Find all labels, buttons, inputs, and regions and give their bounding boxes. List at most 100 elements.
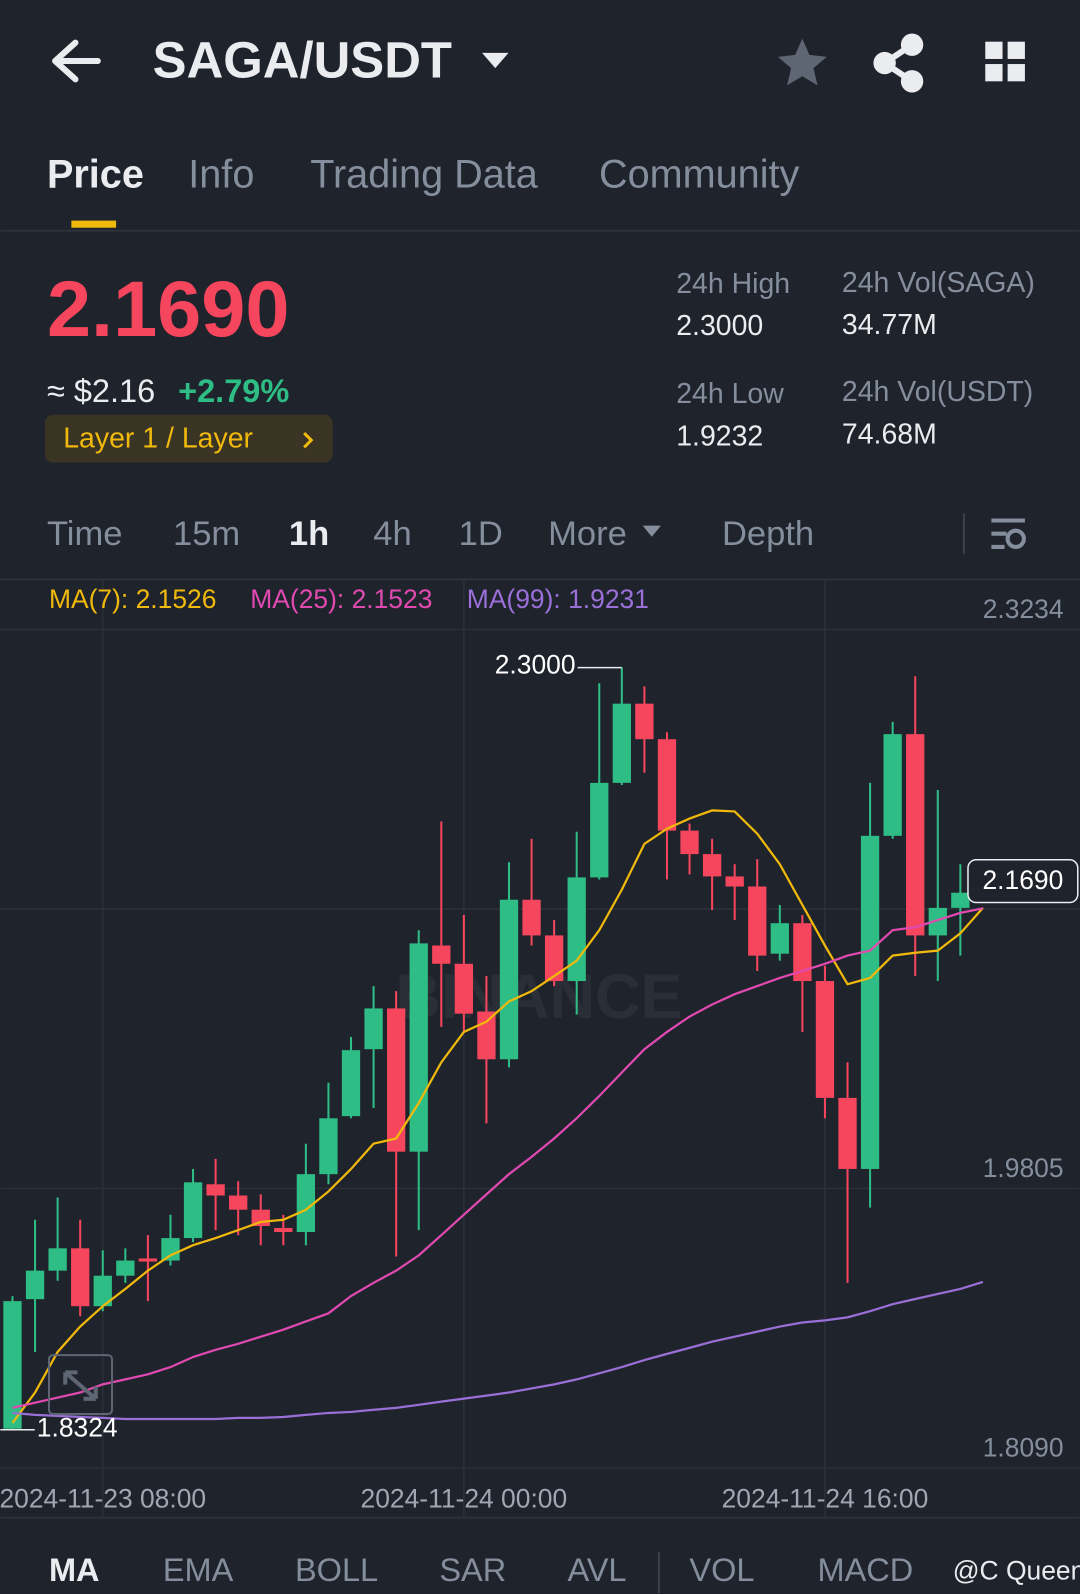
candle-body	[116, 1260, 135, 1276]
candle-body	[860, 835, 880, 1169]
candle-body	[3, 1301, 22, 1429]
candle-body	[296, 1174, 316, 1233]
stat-value: 74.68M	[842, 419, 937, 451]
candle-body	[612, 703, 631, 783]
candle-body	[387, 1008, 406, 1152]
legend-entry: MA(99): 1.9231	[467, 584, 649, 614]
candle-body	[657, 739, 677, 831]
candle-body	[206, 1184, 225, 1196]
category-tag[interactable]	[44, 414, 333, 463]
candle-body	[815, 981, 835, 1098]
tab[interactable]: Info	[188, 152, 254, 196]
legend-entry: MA(25): 2.1523	[250, 584, 432, 614]
candle-body	[477, 1011, 496, 1060]
candle-body	[702, 854, 722, 877]
last-price: 2.1690	[47, 264, 290, 353]
candle-body	[635, 703, 654, 740]
chart-settings-button[interactable]	[991, 518, 1026, 549]
indicator-option[interactable]: SAR	[439, 1552, 506, 1588]
y-tick-label: 1.9805	[983, 1153, 1064, 1183]
chevron	[303, 431, 314, 449]
candle-body	[183, 1182, 203, 1239]
credit-watermark: @C Queen	[953, 1556, 1080, 1586]
x-tick-label: 2024-11-24 00:00	[361, 1483, 568, 1513]
interval-option[interactable]: 15m	[173, 515, 240, 553]
candle-body	[409, 943, 428, 1152]
menu-grid-button[interactable]	[985, 41, 1025, 82]
back-button[interactable]	[52, 39, 101, 83]
moving-average-line	[12, 1280, 984, 1421]
favorite-button[interactable]	[777, 38, 827, 86]
candle-body	[161, 1238, 180, 1261]
candle-body	[793, 923, 812, 982]
x-tick-label: 2024-11-23 08:00	[0, 1483, 206, 1513]
category-tag-text[interactable]: Layer 1 / Layer	[63, 423, 253, 455]
indicator-option[interactable]: VOL	[689, 1552, 754, 1588]
candle-body	[770, 923, 789, 954]
candle-body	[590, 782, 609, 878]
candle-body	[906, 734, 925, 936]
last-price-label: 2.1690	[982, 865, 1063, 895]
candle-body	[725, 876, 744, 887]
interval-option[interactable]: 4h	[373, 515, 411, 553]
candle-body	[432, 945, 451, 964]
more-dropdown[interactable]	[642, 525, 661, 537]
interval-option[interactable]: 1D	[459, 515, 503, 553]
legend-entry: MA(7): 2.1526	[49, 584, 216, 614]
moving-average-line	[12, 907, 984, 1409]
candle-body	[883, 734, 902, 836]
candle-body	[951, 892, 970, 908]
y-tick-label: 1.8090	[983, 1433, 1064, 1463]
candlestick-chart: BINANCE2.32342.15191.98051.80902024-11-2…	[0, 579, 1080, 1518]
tab[interactable]: Price	[47, 152, 144, 196]
interval-option[interactable]: Depth	[722, 515, 814, 553]
price-change: +2.79%	[178, 373, 289, 409]
indicator-option[interactable]: MA	[49, 1552, 100, 1588]
usd-price: ≈ $2.16	[47, 373, 155, 409]
candle-body	[341, 1050, 361, 1117]
stat-label: 24h High	[676, 268, 790, 300]
interval-option[interactable]: More	[548, 515, 627, 553]
candle-body	[928, 907, 947, 936]
watermark: BINANCE	[395, 962, 682, 1032]
candle-body	[319, 1118, 338, 1175]
candle-body	[364, 1008, 383, 1050]
min-marker-label: 1.8324	[37, 1413, 118, 1443]
candle-body	[48, 1248, 67, 1271]
candle-body	[748, 886, 767, 956]
candle-body	[229, 1195, 248, 1210]
candle-body	[93, 1275, 112, 1307]
tab[interactable]: Trading Data	[310, 152, 539, 196]
indicator-option[interactable]: AVL	[567, 1552, 626, 1588]
indicator-option[interactable]: BOLL	[295, 1552, 378, 1588]
candle-body	[71, 1248, 90, 1307]
tab[interactable]: Community	[599, 152, 800, 196]
last-price-tag	[967, 859, 1079, 904]
candle-body	[499, 899, 519, 1060]
max-marker-label: 2.3000	[495, 650, 576, 680]
candle-body	[838, 1097, 857, 1169]
candle-body	[454, 963, 474, 1014]
stat-value: 1.9232	[676, 421, 763, 453]
interval-option[interactable]: Time	[47, 515, 123, 553]
pair-title[interactable]: SAGA/USDT	[153, 31, 452, 88]
interval-option[interactable]: 1h	[289, 515, 329, 553]
stat-value: 2.3000	[676, 310, 763, 342]
indicator-option[interactable]: MACD	[818, 1552, 914, 1588]
stat-value: 34.77M	[842, 309, 937, 341]
candle-body	[25, 1270, 45, 1300]
indicator-option[interactable]: EMA	[163, 1552, 234, 1588]
tab-indicator	[71, 220, 117, 228]
candle-body	[274, 1227, 293, 1233]
stat-label: 24h Vol(SAGA)	[842, 267, 1035, 299]
candle-body	[680, 830, 699, 855]
expand-button[interactable]	[47, 1354, 114, 1416]
candle-body	[544, 935, 564, 982]
x-tick-label: 2024-11-24 16:00	[722, 1483, 929, 1513]
pair-dropdown[interactable]	[482, 52, 509, 69]
share-button[interactable]	[873, 33, 924, 93]
candle-body	[138, 1258, 158, 1262]
moving-average-line	[11, 809, 984, 1424]
y-tick-label: 2.3234	[983, 594, 1064, 624]
